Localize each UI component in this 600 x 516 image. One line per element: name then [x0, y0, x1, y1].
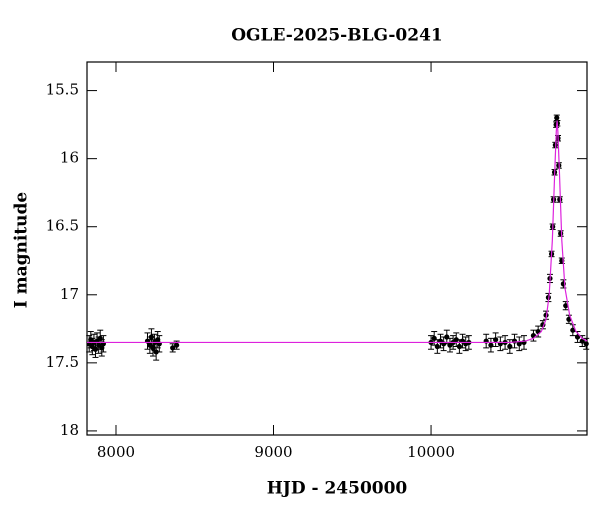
- data-point: [453, 337, 459, 343]
- y-tick-label: 16: [60, 149, 79, 167]
- data-point: [493, 337, 499, 343]
- y-tick-label: 16.5: [46, 217, 79, 235]
- data-point: [583, 341, 589, 347]
- y-tick-label: 15.5: [46, 81, 79, 99]
- data-point: [153, 349, 159, 355]
- data-point: [557, 196, 563, 203]
- x-axis-label: HJD - 2450000: [267, 479, 408, 499]
- data-point: [563, 303, 569, 309]
- y-tick-label: 17: [60, 285, 79, 303]
- data-point: [488, 342, 494, 348]
- data-point: [516, 341, 522, 347]
- chart-title: OGLE-2025-BLG-0241: [231, 26, 443, 46]
- model-line: [87, 120, 588, 344]
- plot-frame: [86, 61, 588, 436]
- y-tick-label: 18: [60, 421, 79, 439]
- y-tick-label: 17.5: [46, 353, 79, 371]
- data-point: [174, 342, 180, 348]
- data-point: [511, 338, 518, 344]
- x-tick-label: 10000: [407, 443, 455, 461]
- x-tick-label: 8000: [97, 443, 135, 461]
- data-point: [570, 327, 576, 333]
- data-point: [574, 334, 581, 340]
- y-axis-label: I magnitude: [12, 192, 32, 309]
- data-point: [507, 343, 513, 350]
- data-point: [554, 115, 560, 121]
- data-point: [558, 230, 564, 237]
- x-tick-label: 9000: [254, 443, 292, 461]
- data-point: [148, 334, 155, 340]
